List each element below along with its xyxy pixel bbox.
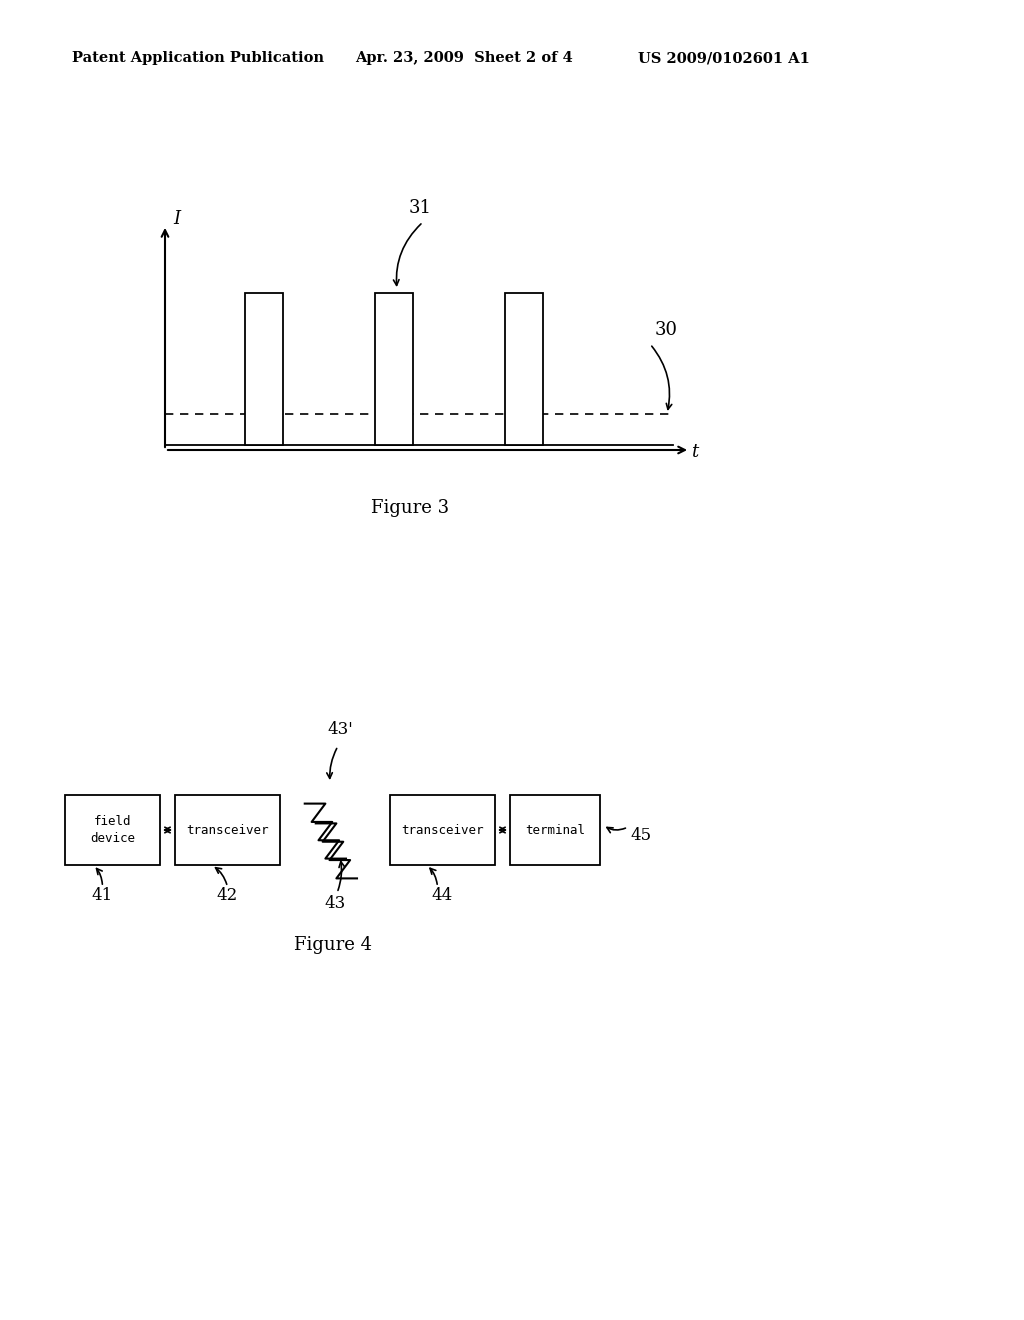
Text: Figure 3: Figure 3 — [371, 499, 450, 517]
Text: 43': 43' — [327, 722, 353, 738]
Text: Patent Application Publication: Patent Application Publication — [72, 51, 324, 65]
Text: 42: 42 — [217, 887, 239, 903]
Text: 30: 30 — [655, 321, 678, 339]
Text: 41: 41 — [92, 887, 113, 903]
Text: field
device: field device — [90, 814, 135, 845]
Text: 44: 44 — [432, 887, 454, 903]
Bar — [65, 795, 160, 865]
Text: Apr. 23, 2009  Sheet 2 of 4: Apr. 23, 2009 Sheet 2 of 4 — [355, 51, 572, 65]
Bar — [510, 795, 600, 865]
Bar — [505, 293, 543, 445]
Bar — [245, 293, 283, 445]
Text: 43: 43 — [325, 895, 346, 912]
Bar — [390, 795, 495, 865]
Text: US 2009/0102601 A1: US 2009/0102601 A1 — [638, 51, 810, 65]
Text: transceiver: transceiver — [186, 824, 268, 837]
Bar — [375, 293, 413, 445]
Text: 31: 31 — [409, 199, 431, 216]
Text: 45: 45 — [630, 826, 651, 843]
Bar — [175, 795, 280, 865]
Text: t: t — [691, 444, 698, 461]
Text: I: I — [173, 210, 180, 228]
Text: transceiver: transceiver — [401, 824, 483, 837]
Text: Figure 4: Figure 4 — [294, 936, 372, 954]
Text: terminal: terminal — [525, 824, 585, 837]
